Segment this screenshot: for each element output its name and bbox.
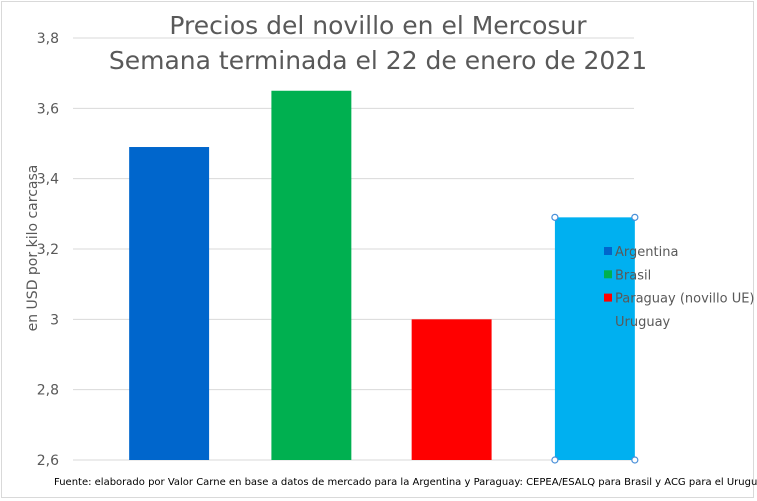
bars[interactable] <box>129 90 639 464</box>
legend[interactable]: Argentina Brasil Paraguay (novillo UE) Urug… <box>604 245 755 330</box>
y-tick-label: 3,2 <box>37 242 59 258</box>
legend-label: Argentina <box>615 245 678 260</box>
legend-swatch <box>604 270 612 279</box>
bar-argentina[interactable] <box>129 147 210 460</box>
legend-swatch <box>604 247 612 255</box>
y-tick-label: 3 <box>50 312 59 328</box>
selection-handle[interactable] <box>551 213 559 221</box>
legend-item[interactable]: Brasil <box>604 268 651 283</box>
legend-item[interactable]: Uruguay <box>604 315 671 330</box>
chart-title-line-1: Precios del novillo en el Mercosur <box>169 11 587 40</box>
selection-handle[interactable] <box>631 213 639 221</box>
bar-brasil[interactable] <box>271 90 352 460</box>
legend-label: Paraguay (novillo UE) <box>615 292 755 307</box>
legend-label: Uruguay <box>615 315 671 330</box>
legend-swatch <box>604 316 612 325</box>
legend-label: Brasil <box>615 268 651 283</box>
y-tick-label: 3,6 <box>37 101 59 117</box>
legend-item[interactable]: Argentina <box>604 245 678 260</box>
y-tick-label: 2,6 <box>37 453 59 469</box>
y-axis-ticks: 2,6 2,8 3 3,2 3,4 3,6 3,8 <box>37 31 59 469</box>
y-axis-label: en USD por kilo carcasa <box>25 165 41 332</box>
legend-swatch <box>604 293 612 302</box>
legend-item[interactable]: Paraguay (novillo UE) <box>604 292 755 307</box>
source-footnote: Fuente: elaborado por Valor Carne en bas… <box>54 477 757 488</box>
selection-handle[interactable] <box>631 456 639 464</box>
selection-handle[interactable] <box>551 456 559 464</box>
y-tick-label: 2,8 <box>37 383 59 399</box>
chart-title-line-2: Semana terminada el 22 de enero de 2021 <box>109 46 647 75</box>
y-tick-label: 3,8 <box>37 31 59 47</box>
bar-uruguay[interactable] <box>554 217 635 460</box>
y-tick-label: 3,4 <box>37 172 59 188</box>
bar-paraguay-novillo-ue[interactable] <box>411 319 492 460</box>
